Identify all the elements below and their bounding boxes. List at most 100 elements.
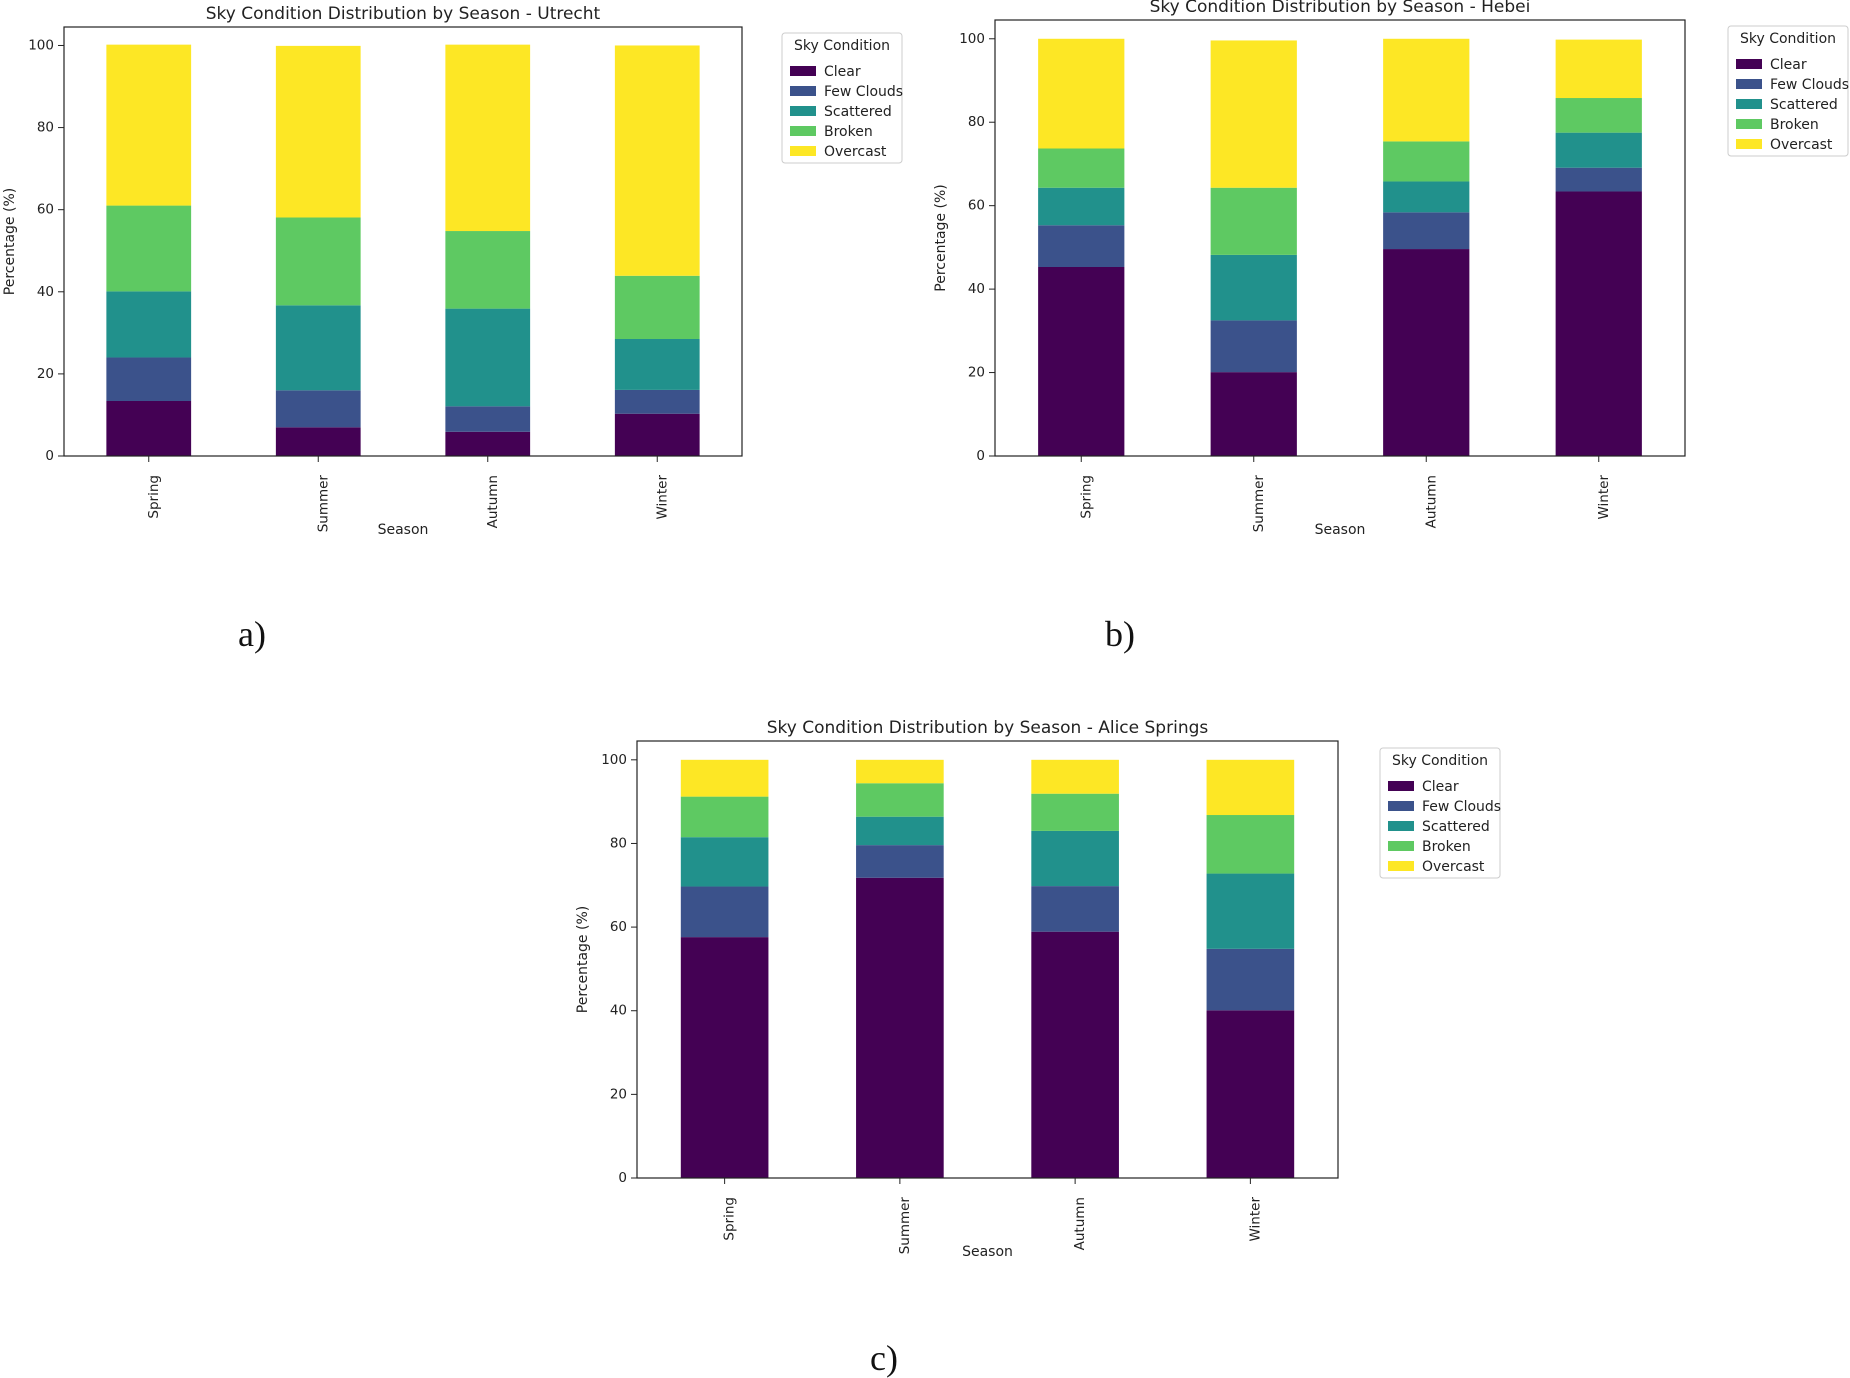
bar-winter-overcast: [1206, 759, 1295, 816]
chart-title: Sky Condition Distribution by Season - A…: [767, 718, 1209, 738]
x-tick-label: Autumn: [1423, 475, 1439, 528]
x-tick-label: Winter: [1596, 475, 1612, 520]
bar-spring-scattered: [1038, 187, 1125, 226]
bar-autumn-scattered: [1383, 181, 1470, 213]
panel-hebei: Sky Condition Distribution by Season - H…: [933, 0, 1849, 654]
panel-caption: a): [238, 614, 266, 654]
x-tick-label: Spring: [1078, 475, 1094, 519]
bar-winter-broken: [614, 275, 700, 339]
legend-label-broken: Broken: [1770, 117, 1819, 133]
y-tick-label: 0: [976, 448, 985, 464]
legend-label-overcast: Overcast: [824, 144, 887, 160]
bar-spring-clear: [680, 937, 769, 1178]
bar-summer-broken: [856, 783, 944, 817]
y-tick-label: 40: [968, 281, 985, 297]
bar-summer-broken: [275, 217, 361, 306]
bar-winter-broken: [1206, 815, 1295, 874]
y-tick-label: 60: [968, 198, 985, 214]
y-tick-label: 40: [610, 1003, 627, 1019]
bar-autumn-overcast: [1383, 38, 1470, 142]
legend-label-broken: Broken: [1422, 839, 1471, 855]
legend-label-clear: Clear: [1422, 779, 1459, 795]
legend-label-broken: Broken: [824, 124, 873, 140]
legend-swatch-broken: [1388, 841, 1414, 851]
bar-summer-overcast: [1210, 40, 1297, 188]
bar-autumn-overcast: [445, 44, 531, 232]
bar-summer-few-clouds: [275, 390, 361, 428]
x-tick-label: Winter: [654, 475, 670, 520]
bar-spring-overcast: [1038, 38, 1125, 149]
bar-winter-scattered: [614, 339, 700, 390]
bar-autumn-broken: [1383, 141, 1470, 182]
y-tick-label: 20: [610, 1086, 627, 1102]
y-tick-label: 0: [618, 1170, 627, 1186]
y-tick-label: 80: [610, 835, 627, 851]
legend-swatch-few-clouds: [1736, 79, 1762, 89]
bar-winter-few-clouds: [1206, 948, 1295, 1011]
chart-title: Sky Condition Distribution by Season - U…: [206, 4, 601, 24]
x-axis-label: Season: [962, 1244, 1013, 1260]
bar-spring-scattered: [106, 291, 192, 358]
panel-caption: b): [1105, 614, 1135, 654]
bar-autumn-scattered: [1031, 830, 1119, 887]
y-tick-label: 100: [959, 31, 985, 47]
x-tick-label: Winter: [1247, 1197, 1263, 1242]
bar-spring-clear: [1038, 266, 1125, 456]
bar-spring-clear: [106, 400, 192, 456]
x-tick-label: Autumn: [485, 475, 501, 528]
legend-label-scattered: Scattered: [824, 104, 892, 120]
legend-label-few-clouds: Few Clouds: [824, 84, 903, 100]
bar-spring-few-clouds: [1038, 225, 1125, 267]
bar-spring-overcast: [106, 44, 192, 206]
bar-spring-few-clouds: [680, 886, 769, 938]
bar-spring-broken: [680, 796, 769, 838]
bar-summer-scattered: [275, 305, 361, 391]
y-tick-label: 80: [968, 114, 985, 130]
bar-winter-overcast: [1555, 39, 1642, 99]
legend-label-clear: Clear: [1770, 57, 1807, 73]
bar-winter-few-clouds: [1555, 167, 1642, 192]
bar-winter-scattered: [1555, 132, 1642, 168]
y-tick-label: 60: [610, 919, 627, 935]
plot-frame: [994, 19, 1686, 457]
bar-autumn-overcast: [1031, 759, 1119, 794]
bar-summer-few-clouds: [1210, 320, 1297, 373]
bar-summer-overcast: [856, 759, 944, 784]
x-tick-label: Spring: [146, 475, 162, 519]
bar-autumn-scattered: [445, 308, 531, 407]
bar-winter-broken: [1555, 98, 1642, 133]
bar-autumn-broken: [445, 231, 531, 309]
bar-summer-few-clouds: [856, 845, 944, 878]
legend-label-overcast: Overcast: [1770, 137, 1833, 153]
bar-autumn-few-clouds: [1031, 886, 1119, 932]
bar-summer-clear: [275, 427, 361, 456]
legend-swatch-few-clouds: [790, 86, 816, 96]
bar-spring-broken: [1038, 148, 1125, 188]
y-tick-label: 20: [968, 365, 985, 381]
legend-swatch-scattered: [1736, 99, 1762, 109]
bar-autumn-clear: [1383, 249, 1470, 456]
bar-spring-overcast: [680, 759, 769, 797]
bar-summer-scattered: [1210, 254, 1297, 321]
bar-autumn-few-clouds: [445, 406, 531, 432]
bar-winter-clear: [614, 413, 700, 456]
x-tick-label: Spring: [722, 1197, 738, 1241]
panel-caption: c): [870, 1338, 898, 1378]
legend-label-scattered: Scattered: [1422, 819, 1490, 835]
x-axis-label: Season: [378, 522, 429, 538]
bar-winter-clear: [1555, 191, 1642, 456]
bar-winter-clear: [1206, 1010, 1295, 1178]
y-tick-label: 100: [601, 752, 627, 768]
legend-label-overcast: Overcast: [1422, 859, 1485, 875]
panel-alice-springs: Sky Condition Distribution by Season - A…: [575, 718, 1501, 1378]
legend-swatch-clear: [1736, 59, 1762, 69]
legend-swatch-overcast: [790, 146, 816, 156]
plot-frame: [636, 740, 1339, 1179]
bar-autumn-clear: [445, 431, 531, 456]
bar-summer-clear: [1210, 372, 1297, 456]
x-tick-label: Summer: [315, 475, 331, 533]
x-tick-label: Summer: [1251, 475, 1267, 533]
bar-summer-overcast: [275, 45, 361, 218]
chart-title: Sky Condition Distribution by Season - H…: [1150, 0, 1531, 17]
bar-spring-scattered: [680, 837, 769, 887]
